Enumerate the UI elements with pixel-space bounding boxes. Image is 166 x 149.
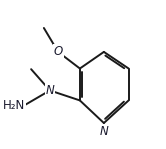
Text: H₂N: H₂N [3, 99, 25, 112]
Text: N: N [99, 125, 108, 138]
Text: O: O [53, 45, 63, 58]
Text: N: N [45, 84, 54, 97]
